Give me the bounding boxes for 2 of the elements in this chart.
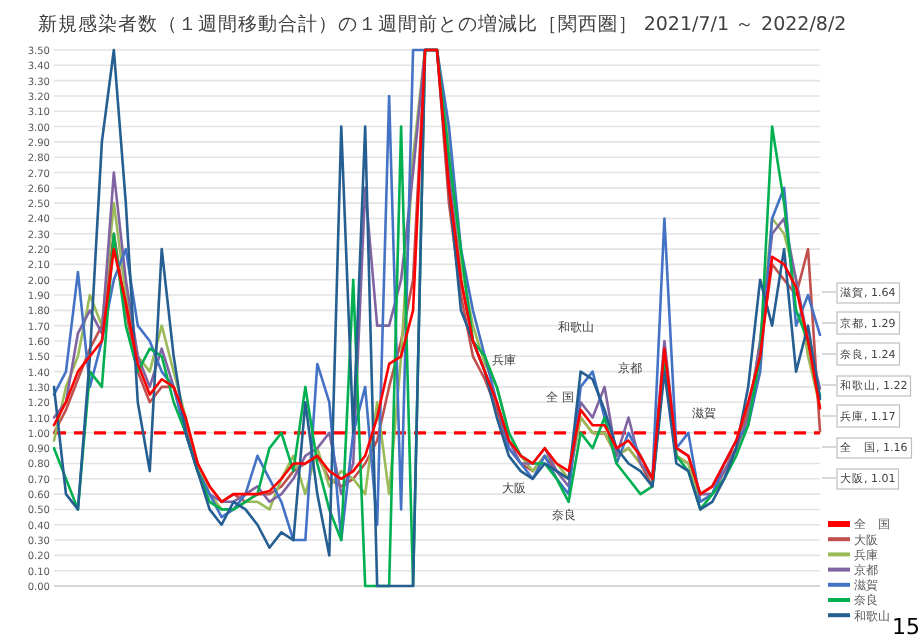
chart-title: 新規感染者数（１週間移動合計）の１週間前との増減比［関西圏］ 2021/7/1 ～ 2022/8/2 — [37, 12, 847, 36]
text: 15 — [892, 614, 920, 640]
